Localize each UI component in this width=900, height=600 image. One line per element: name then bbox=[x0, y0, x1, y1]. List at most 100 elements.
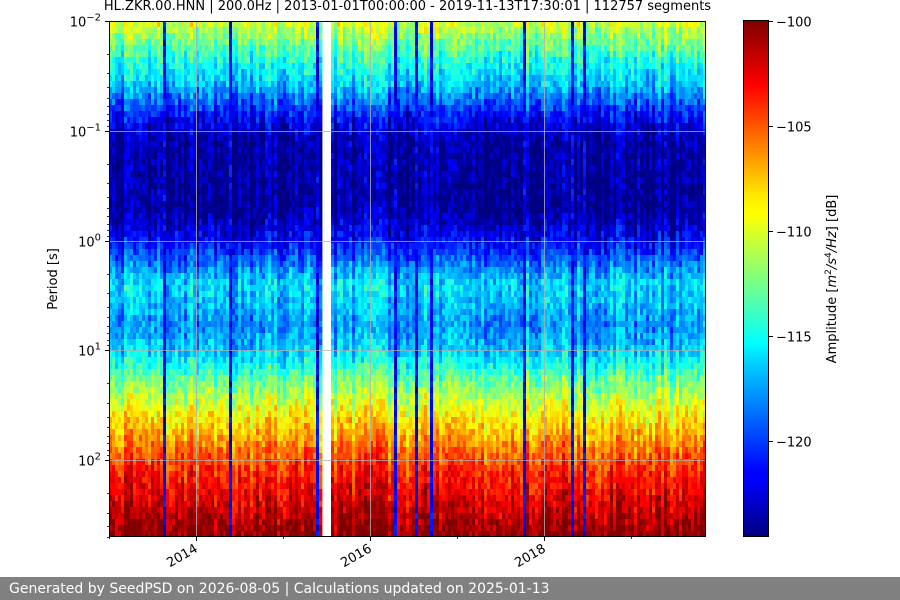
heatmap-cell bbox=[253, 129, 257, 136]
heatmap-cell bbox=[178, 381, 182, 388]
heatmap-cell bbox=[178, 87, 182, 94]
heatmap-cell bbox=[127, 183, 131, 190]
heatmap-cell bbox=[187, 201, 191, 208]
heatmap-cell bbox=[157, 309, 161, 316]
heatmap-cell bbox=[217, 159, 221, 166]
heatmap-cell bbox=[238, 33, 242, 40]
heatmap-cell bbox=[127, 57, 131, 64]
heatmap-cell bbox=[256, 471, 260, 478]
heatmap-cell bbox=[274, 531, 278, 537]
heatmap-cell bbox=[250, 375, 254, 382]
heatmap-cell bbox=[229, 501, 233, 508]
heatmap-cell bbox=[142, 45, 146, 52]
heatmap-cell bbox=[136, 321, 140, 328]
heatmap-cell bbox=[118, 249, 122, 256]
heatmap-cell bbox=[217, 195, 221, 202]
heatmap-cell bbox=[235, 183, 239, 190]
heatmap-cell bbox=[145, 357, 149, 364]
heatmap-cell bbox=[271, 171, 275, 178]
heatmap-cell bbox=[118, 477, 122, 484]
heatmap-cell bbox=[208, 93, 212, 100]
heatmap-cell bbox=[265, 255, 269, 262]
heatmap-cell bbox=[223, 465, 227, 472]
heatmap-cell bbox=[217, 135, 221, 142]
heatmap-cell bbox=[127, 267, 131, 274]
heatmap-cell bbox=[121, 297, 125, 304]
heatmap-cell bbox=[190, 261, 194, 268]
heatmap-cell bbox=[220, 165, 224, 172]
heatmap-cell bbox=[256, 477, 260, 484]
heatmap-cell bbox=[139, 411, 143, 418]
heatmap-cell bbox=[232, 495, 236, 502]
heatmap-cell bbox=[262, 441, 266, 448]
heatmap-cell bbox=[247, 447, 251, 454]
heatmap-cell bbox=[244, 459, 248, 466]
heatmap-cell bbox=[112, 165, 116, 172]
heatmap-cell bbox=[235, 69, 239, 76]
heatmap-cell bbox=[232, 471, 236, 478]
heatmap-cell bbox=[127, 201, 131, 208]
heatmap-cell bbox=[241, 345, 245, 352]
heatmap-cell bbox=[178, 99, 182, 106]
heatmap-cell bbox=[136, 501, 140, 508]
heatmap-cell bbox=[193, 387, 197, 394]
heatmap-cell bbox=[184, 333, 188, 340]
heatmap-cell bbox=[163, 207, 167, 214]
heatmap-cell bbox=[235, 423, 239, 430]
heatmap-cell bbox=[247, 195, 251, 202]
heatmap-cell bbox=[202, 207, 206, 214]
heatmap-cell bbox=[205, 219, 209, 226]
heatmap-cell bbox=[175, 249, 179, 256]
heatmap-cell bbox=[214, 195, 218, 202]
heatmap-cell bbox=[253, 375, 257, 382]
heatmap-cell bbox=[169, 387, 173, 394]
heatmap-cell bbox=[232, 243, 236, 250]
heatmap-cell bbox=[184, 159, 188, 166]
heatmap-cell bbox=[157, 51, 161, 58]
heatmap-cell bbox=[178, 417, 182, 424]
heatmap-cell bbox=[142, 459, 146, 466]
heatmap-cell bbox=[139, 231, 143, 238]
heatmap-cell bbox=[181, 255, 185, 262]
heatmap-cell bbox=[268, 357, 272, 364]
heatmap-cell bbox=[211, 183, 215, 190]
heatmap-cell bbox=[184, 207, 188, 214]
heatmap-cell bbox=[115, 303, 119, 310]
heatmap-cell bbox=[118, 99, 122, 106]
heatmap-cell bbox=[154, 105, 158, 112]
heatmap-cell bbox=[193, 333, 197, 340]
heatmap-cell bbox=[169, 75, 173, 82]
heatmap-cell bbox=[187, 249, 191, 256]
heatmap-cell bbox=[175, 27, 179, 34]
heatmap-cell bbox=[250, 105, 254, 112]
heatmap-cell bbox=[232, 231, 236, 238]
heatmap-cell bbox=[271, 177, 275, 184]
heatmap-cell bbox=[217, 423, 221, 430]
heatmap-cell bbox=[118, 111, 122, 118]
heatmap-cell bbox=[178, 129, 182, 136]
heatmap-cell bbox=[121, 465, 125, 472]
heatmap-cell bbox=[223, 369, 227, 376]
heatmap-cell bbox=[118, 87, 122, 94]
heatmap-cell bbox=[163, 177, 167, 184]
heatmap-cell bbox=[265, 27, 269, 34]
heatmap-cell bbox=[139, 405, 143, 412]
heatmap-cell bbox=[259, 333, 263, 340]
heatmap-cell bbox=[163, 507, 167, 514]
heatmap-cell bbox=[241, 291, 245, 298]
heatmap-cell bbox=[271, 297, 275, 304]
heatmap-cell bbox=[184, 375, 188, 382]
heatmap-cell bbox=[115, 483, 119, 490]
heatmap-cell bbox=[181, 225, 185, 232]
heatmap-cell bbox=[163, 381, 167, 388]
heatmap-cell bbox=[208, 513, 212, 520]
heatmap-cell bbox=[259, 243, 263, 250]
heatmap-cell bbox=[148, 327, 152, 334]
heatmap-cell bbox=[124, 453, 128, 460]
heatmap-cell bbox=[265, 441, 269, 448]
heatmap-cell bbox=[151, 321, 155, 328]
heatmap-cell bbox=[124, 423, 128, 430]
heatmap-cell bbox=[175, 45, 179, 52]
heatmap-cell bbox=[166, 75, 170, 82]
heatmap-cell bbox=[238, 351, 242, 358]
